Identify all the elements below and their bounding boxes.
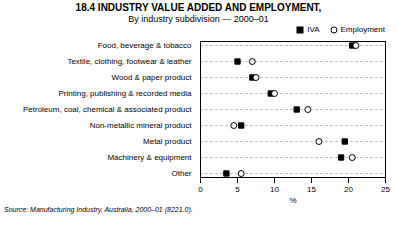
html-text:By industry subdivision — 2000: By industry subdivision — 2000–01: [128, 14, 269, 24]
svg-text:20: 20: [344, 185, 353, 194]
svg-text:Other: Other: [171, 169, 191, 178]
svg-text:5: 5: [235, 185, 240, 194]
svg-text:Textile, clothing, footwear &: Textile, clothing, footwear & leather: [67, 57, 191, 66]
html-text:18.4 INDUSTRY VALUE ADDED AND: 18.4 INDUSTRY VALUE ADDED AND EMPLOYMENT…: [75, 2, 322, 13]
svg-text:Machinery & equipment: Machinery & equipment: [107, 153, 192, 162]
svg-text:0: 0: [198, 185, 203, 194]
svg-text:Wood & paper product: Wood & paper product: [112, 73, 193, 82]
svg-text:25: 25: [381, 185, 390, 194]
svg-text:Non-metallic mineral product: Non-metallic mineral product: [90, 121, 193, 130]
svg-text:%: %: [289, 196, 296, 205]
html-text:Employment: Employment: [340, 25, 385, 34]
svg-text:Petroleum, coal, chemical & as: Petroleum, coal, chemical & associated p…: [23, 105, 192, 114]
svg-text:15: 15: [307, 185, 316, 194]
svg-text:Food, beverage & tobacco: Food, beverage & tobacco: [98, 41, 192, 50]
svg-text:Printing, publishing & recorde: Printing, publishing & recorded media: [59, 89, 193, 98]
svg-text:10: 10: [270, 185, 279, 194]
svg-text:Metal product: Metal product: [143, 137, 192, 146]
html-text:IVA: IVA: [307, 25, 320, 34]
html-text:Source: Manufacturing Industry: Source: Manufacturing Industry, Australi…: [4, 206, 193, 213]
